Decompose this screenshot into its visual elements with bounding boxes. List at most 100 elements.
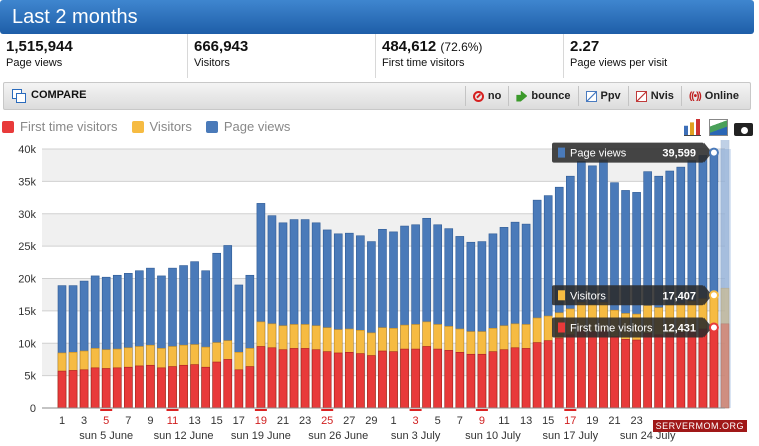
bar-first-time-visitors [565, 334, 575, 409]
bar-first-time-visitors [610, 336, 619, 409]
page-title: Last 2 months [12, 6, 138, 28]
bar-first-time-visitors [356, 353, 365, 409]
x-tick-label: 15 [542, 415, 554, 427]
online-button[interactable]: ((•)) Online [680, 86, 746, 106]
bar-first-time-visitors [687, 330, 697, 409]
bar-first-time-visitors [488, 351, 498, 409]
bar-first-time-visitors [389, 351, 398, 409]
no-icon [472, 90, 484, 102]
sunday-marker [475, 409, 488, 411]
x-tick-label: 9 [147, 415, 153, 427]
sunday-marker [564, 409, 577, 411]
legend-visitors[interactable]: Visitors [131, 119, 192, 134]
x-tick-label: 11 [167, 415, 178, 427]
hover-point [708, 147, 719, 158]
toolbar-buttons: no bounce Ppv Nvis ((•)) Online [464, 86, 746, 106]
x-week-label: sun 10 July [465, 430, 521, 442]
camera-icon[interactable] [734, 119, 753, 136]
stat-label: Page views per visit [570, 57, 668, 69]
compare-button[interactable]: COMPARE [12, 89, 87, 103]
bar-first-time-visitors [90, 367, 100, 409]
x-tick-label: 13 [520, 415, 532, 427]
hover-point [708, 322, 719, 333]
x-tick-label: 5 [103, 415, 109, 427]
bar-first-time-visitors [300, 348, 310, 409]
credit-watermark: SERVERMOM.ORG [652, 420, 747, 432]
legend-swatch [205, 120, 218, 133]
chart-tools [684, 119, 753, 136]
bar-first-time-visitors [124, 366, 133, 409]
tooltip-swatch [558, 290, 565, 301]
tooltip-series-label: Visitors [570, 290, 606, 302]
x-week-label: sun 12 June [154, 430, 214, 442]
x-tick-label: 13 [188, 415, 200, 427]
tooltip-series-label: Page views [570, 148, 627, 160]
bounce-button[interactable]: bounce [508, 86, 577, 106]
bar-first-time-visitors [168, 366, 177, 409]
bar-first-time-visitors [245, 366, 255, 409]
bar-first-time-visitors [311, 349, 321, 409]
tooltip-arrow [704, 142, 712, 163]
bar-first-time-visitors [632, 339, 641, 409]
bar-first-time-visitors [367, 355, 376, 409]
bar-first-time-visitors [135, 365, 144, 409]
nvis-button[interactable]: Nvis [627, 86, 681, 106]
x-tick-label: 17 [233, 415, 245, 427]
x-tick-label: 21 [608, 415, 620, 427]
stat-page-views-per-visit: 2.27 Page views per visit [564, 34, 752, 78]
legend-swatch [131, 120, 144, 133]
area-chart-icon[interactable] [709, 119, 728, 136]
y-tick-label: 15k [18, 306, 36, 318]
x-tick-label: 19 [586, 415, 598, 427]
y-tick-label: 5k [24, 371, 36, 383]
legend-first-time-visitors[interactable]: First time visitors [2, 119, 118, 134]
bar-first-time-visitors [190, 364, 199, 409]
x-tick-label: 1 [390, 415, 396, 427]
bar-first-time-visitors [333, 352, 343, 409]
stat-first-time-visitors: 484,612 (72.6%) First time visitors [376, 34, 564, 78]
bar-first-time-visitors [212, 361, 221, 409]
bar-first-time-visitors [665, 333, 675, 409]
no-button[interactable]: no [464, 86, 508, 106]
bar-first-time-visitors [157, 367, 166, 409]
hover-column [719, 149, 731, 408]
bar-first-time-visitors [588, 331, 597, 409]
y-tick-label: 25k [18, 241, 36, 253]
bar-first-time-visitors [278, 349, 288, 409]
x-tick-label: 23 [299, 415, 311, 427]
legend-swatch [2, 120, 14, 133]
compare-label: COMPARE [31, 89, 87, 101]
x-tick-label: 21 [277, 415, 289, 427]
stat-label: First time visitors [382, 57, 465, 69]
stat-percent: (72.6%) [440, 40, 483, 54]
bar-first-time-visitors [543, 340, 553, 409]
bar-first-time-visitors [322, 351, 332, 409]
bar-first-time-visitors [444, 350, 454, 409]
bar-first-time-visitors [477, 353, 487, 409]
bar-first-time-visitors [79, 369, 89, 409]
chart-legend: First time visitors Visitors Page views [2, 119, 290, 134]
tooltip-swatch [558, 147, 565, 158]
bar-first-time-visitors [289, 348, 299, 409]
bar-first-time-visitors [411, 348, 420, 409]
x-tick-label: 9 [479, 415, 485, 427]
bar-first-time-visitors [101, 368, 111, 409]
x-week-label: sun 24 July [620, 430, 676, 442]
x-tick-label: 23 [630, 415, 642, 427]
bar-chart-icon[interactable] [684, 119, 701, 136]
sunday-marker [409, 409, 422, 411]
stat-visitors: 666,943 Visitors [188, 34, 376, 78]
bar-first-time-visitors [455, 352, 465, 409]
legend-page-views[interactable]: Page views [205, 119, 290, 134]
tooltip-box [552, 285, 704, 306]
bar-first-time-visitors [466, 353, 476, 409]
x-tick-label: 15 [211, 415, 223, 427]
tooltip-arrow [704, 285, 712, 306]
y-tick-label: 10k [18, 338, 36, 350]
x-tick-label: 7 [457, 415, 463, 427]
x-tick-label: 7 [125, 415, 131, 427]
ppv-button[interactable]: Ppv [577, 86, 628, 106]
tooltip-box [552, 142, 704, 163]
x-tick-label: 3 [413, 415, 419, 427]
x-tick-label: 3 [81, 415, 87, 427]
